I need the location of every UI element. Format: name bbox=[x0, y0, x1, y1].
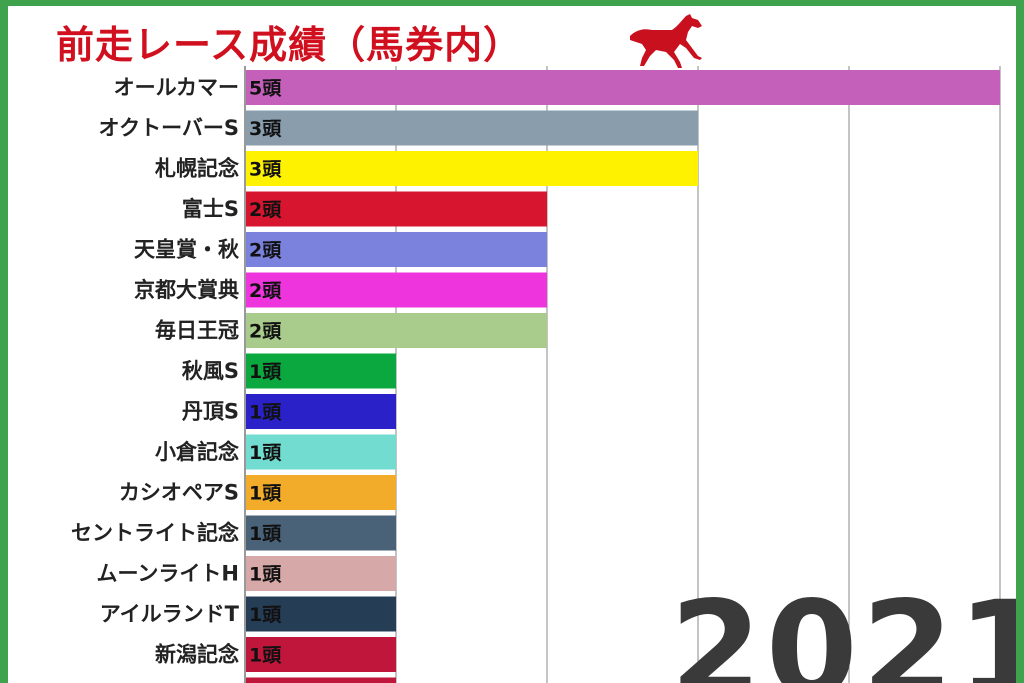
value-label: 2頭 bbox=[249, 321, 282, 343]
category-label: 丹頂S bbox=[182, 400, 239, 424]
bar bbox=[246, 434, 396, 470]
value-label: 3頭 bbox=[249, 118, 282, 140]
value-label: 1頭 bbox=[249, 483, 282, 505]
value-label: 1頭 bbox=[249, 564, 282, 586]
bar bbox=[246, 272, 547, 308]
category-label: 富士S bbox=[182, 197, 239, 221]
value-label: 1頭 bbox=[249, 361, 282, 383]
category-label: カシオペアS bbox=[119, 481, 239, 505]
category-label: 毎日王冠 bbox=[155, 319, 239, 343]
category-label: 京都大賞典 bbox=[134, 278, 239, 302]
value-label: 1頭 bbox=[249, 645, 282, 667]
bar bbox=[246, 556, 396, 591]
bar-partial bbox=[246, 677, 396, 683]
year-label: 2021 bbox=[670, 573, 1016, 683]
bar bbox=[246, 353, 396, 389]
bar bbox=[246, 70, 1000, 105]
horse-icon bbox=[630, 14, 702, 68]
category-label: 小倉記念 bbox=[155, 440, 239, 464]
bar bbox=[246, 637, 396, 672]
category-label: 札幌記念 bbox=[154, 157, 239, 181]
bar bbox=[246, 110, 698, 146]
value-label: 1頭 bbox=[249, 523, 282, 545]
category-label: 天皇賞・秋 bbox=[134, 238, 240, 262]
category-label: 秋風S bbox=[182, 359, 239, 383]
category-label: セントライト記念 bbox=[71, 521, 239, 545]
bar bbox=[246, 313, 547, 348]
category-label: オクトーバーS bbox=[99, 116, 240, 140]
bar bbox=[246, 394, 396, 429]
chart-title: 前走レース成績（馬券内） bbox=[56, 23, 523, 67]
bar bbox=[246, 475, 396, 510]
category-label: アイルランドT bbox=[100, 602, 240, 626]
value-label: 2頭 bbox=[249, 199, 282, 221]
value-label: 3頭 bbox=[249, 159, 282, 181]
value-label: 1頭 bbox=[249, 442, 282, 464]
chart-frame: オールカマー 5頭 オクトーバーS 3頭 札幌記念 3頭 富士S 2頭 天皇賞・秋 2頭 京都大賞典… bbox=[8, 6, 1016, 683]
category-label: 新潟記念 bbox=[155, 643, 239, 667]
value-label: 2頭 bbox=[249, 280, 282, 302]
bar bbox=[246, 596, 396, 632]
value-label: 1頭 bbox=[249, 604, 282, 626]
value-label: 2頭 bbox=[249, 240, 282, 262]
value-label: 5頭 bbox=[249, 78, 282, 100]
bar bbox=[246, 191, 547, 227]
value-label: 1頭 bbox=[249, 402, 282, 424]
bar bbox=[246, 151, 698, 186]
bar bbox=[246, 515, 396, 551]
category-label: オールカマー bbox=[114, 76, 239, 100]
category-label: ムーンライトH bbox=[96, 562, 239, 586]
bar bbox=[246, 232, 547, 267]
